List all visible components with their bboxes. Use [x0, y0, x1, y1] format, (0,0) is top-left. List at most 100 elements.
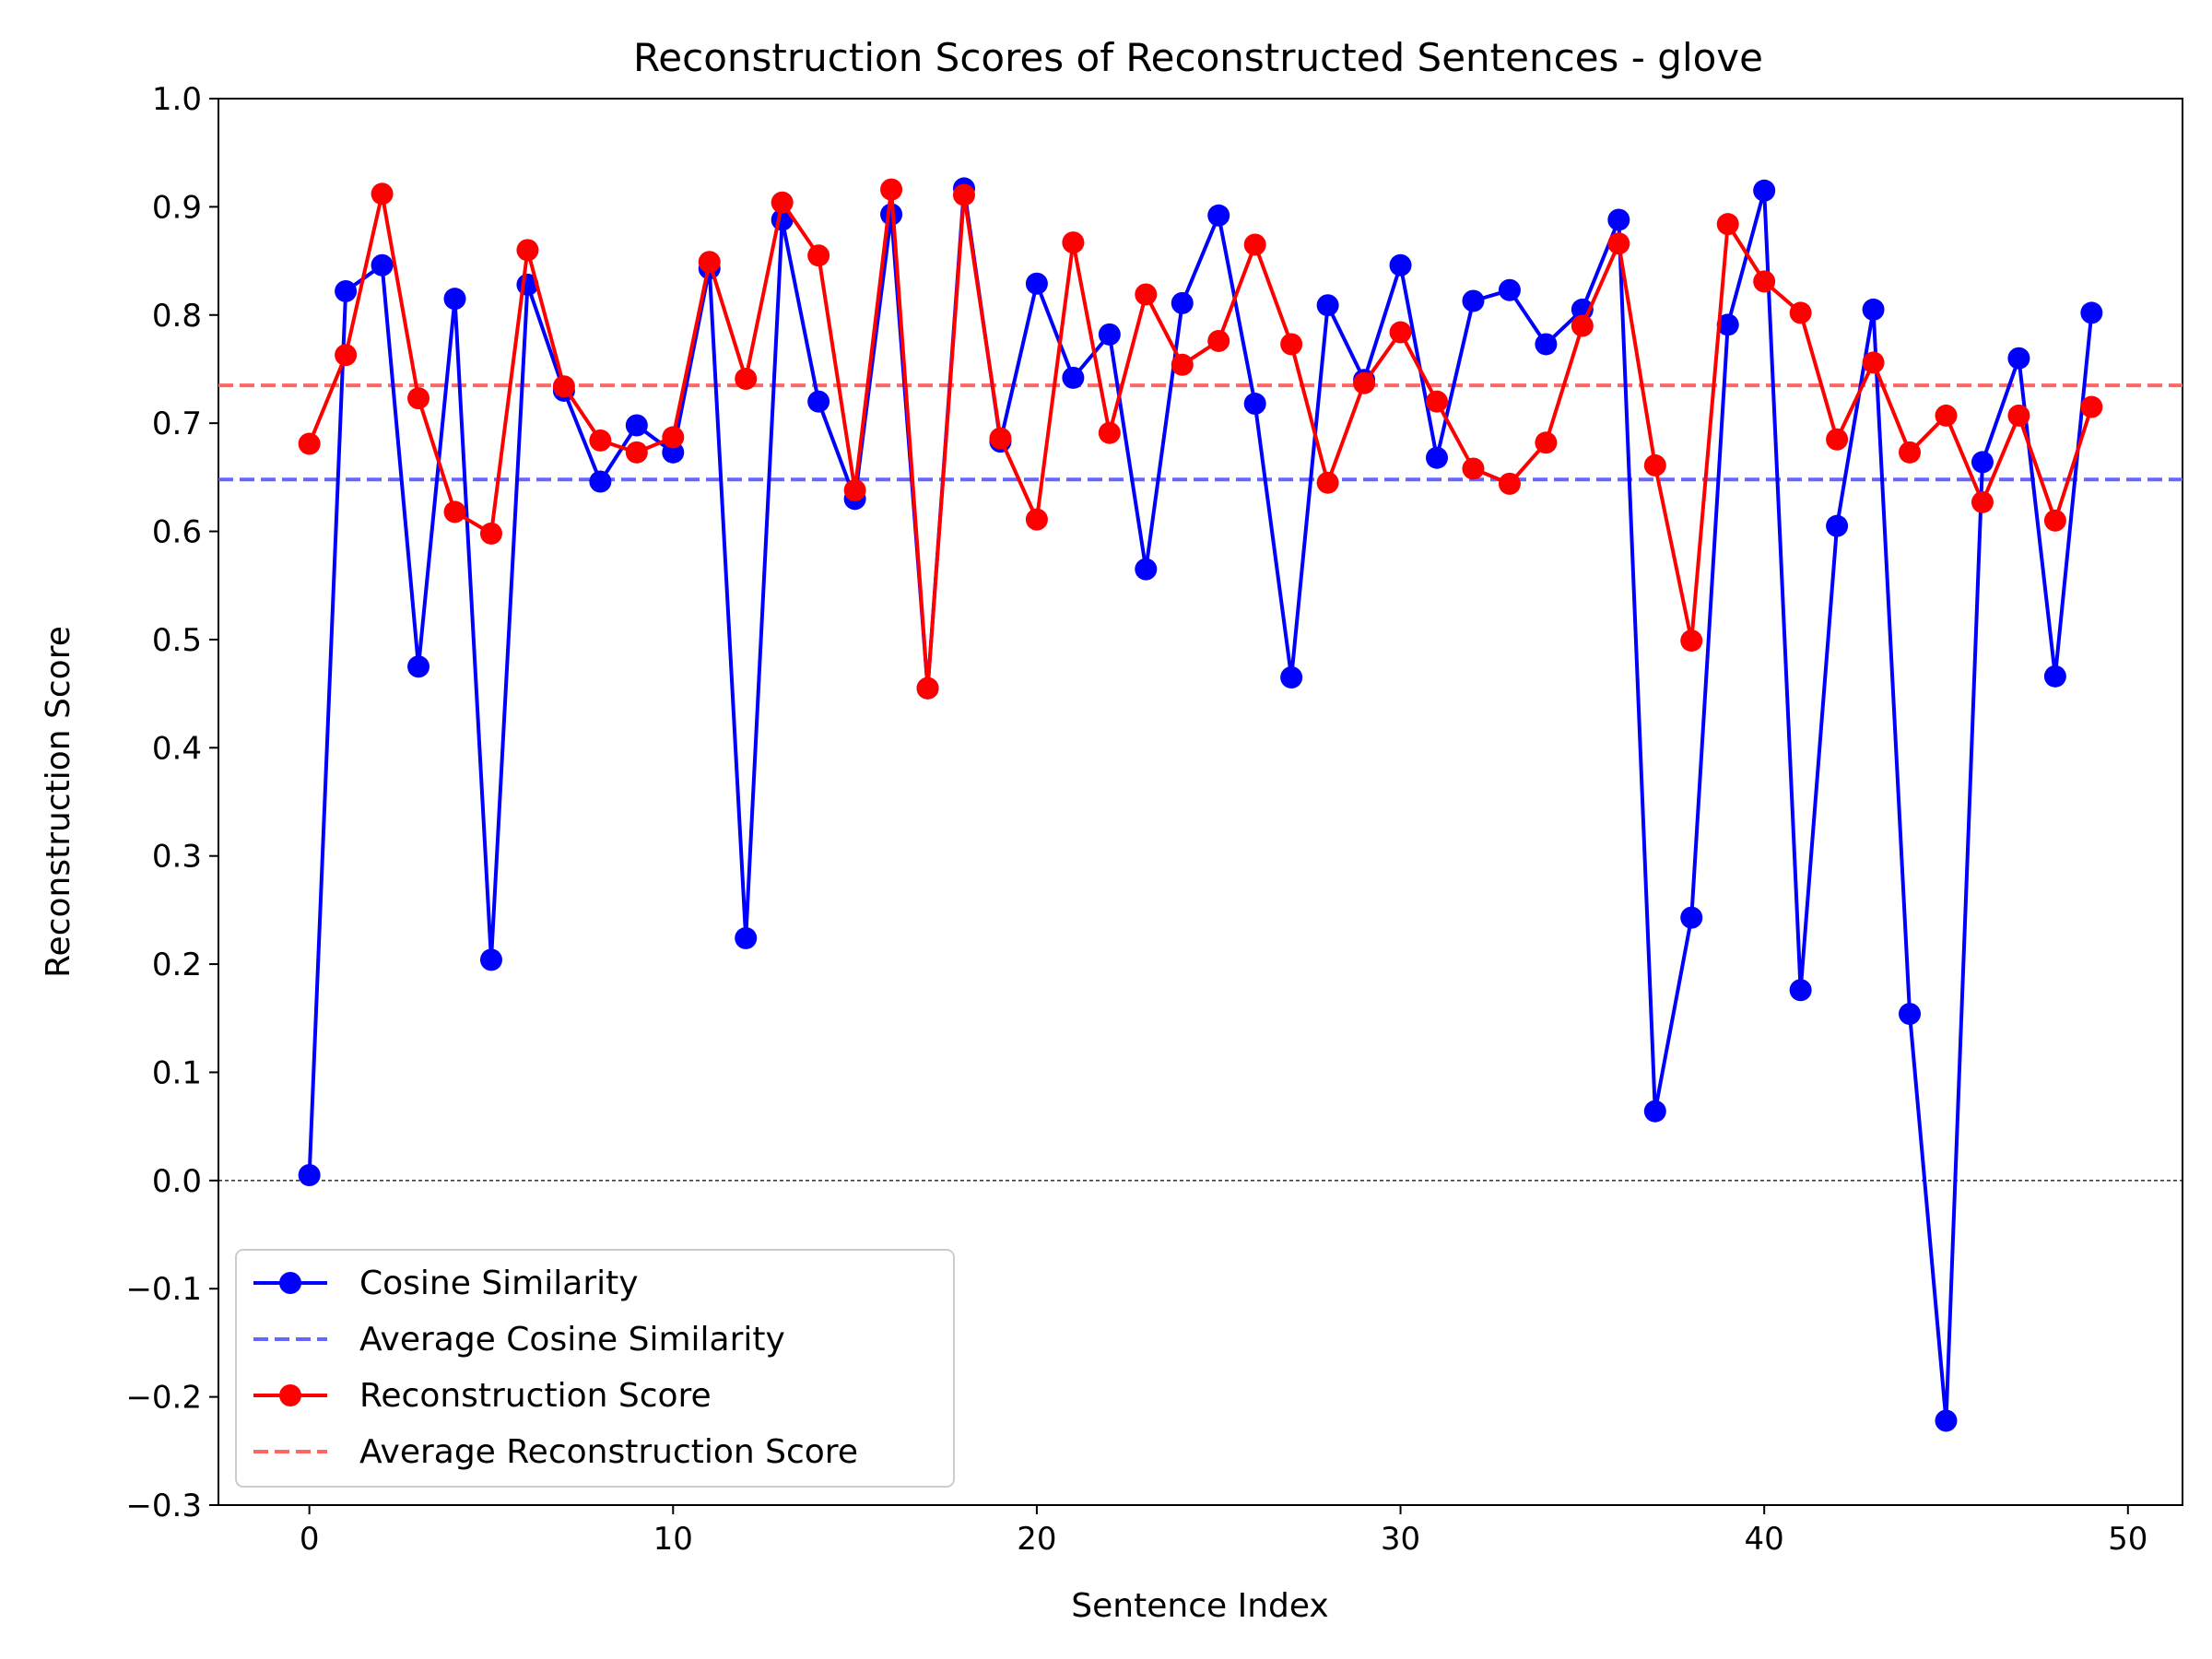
data-point	[1462, 289, 1485, 312]
data-point	[1899, 1003, 1922, 1026]
data-point	[552, 375, 575, 398]
data-point	[1607, 208, 1630, 231]
legend-entries: Cosine Similarity Average Cosine Similari…	[253, 1265, 858, 1471]
legend-swatch-marker	[279, 1384, 301, 1406]
data-point	[916, 677, 939, 700]
data-point	[371, 182, 394, 206]
data-point	[1643, 453, 1666, 477]
data-point	[1826, 514, 1849, 537]
data-point	[1716, 213, 1739, 236]
data-point	[479, 522, 502, 545]
data-point	[1243, 393, 1266, 416]
data-point	[2043, 509, 2066, 532]
data-point	[1243, 233, 1266, 256]
legend-frame	[235, 1249, 955, 1488]
data-point	[1316, 294, 1339, 317]
data-point	[1789, 301, 1812, 324]
x-tick-label: 30	[1381, 1521, 1420, 1558]
data-point	[1971, 490, 1994, 513]
legend-label: Average Cosine Similarity	[359, 1321, 785, 1359]
series-layer	[298, 177, 2103, 1432]
data-point	[479, 948, 502, 971]
data-point	[2007, 347, 2030, 370]
data-point	[625, 441, 648, 464]
data-point	[407, 387, 430, 410]
data-point	[662, 426, 685, 449]
y-tick-label: 0.2	[152, 947, 202, 983]
data-point	[771, 191, 794, 214]
series-line	[307, 186, 2094, 1423]
y-tick-label: 0.9	[152, 189, 202, 226]
y-tick-label: 1.0	[152, 81, 202, 118]
data-point	[407, 655, 430, 678]
data-point	[2080, 395, 2103, 418]
data-point	[298, 432, 321, 455]
data-point	[952, 183, 975, 206]
y-tick-label: 0.1	[152, 1054, 202, 1091]
y-tick-label: 0.7	[152, 406, 202, 442]
data-point	[1753, 270, 1776, 293]
data-point	[335, 279, 358, 302]
legend-label: Average Reconstruction Score	[359, 1433, 858, 1471]
data-point	[1280, 666, 1303, 689]
data-point	[516, 239, 539, 262]
legend-swatch-marker	[279, 1272, 301, 1294]
x-axis-label: Sentence Index	[1071, 1587, 1328, 1625]
data-point	[735, 368, 758, 391]
data-point	[1135, 283, 1158, 306]
data-point	[1498, 278, 1521, 301]
y-axis-label: Reconstruction Score	[40, 626, 77, 978]
y-tick-label: 0.3	[152, 839, 202, 876]
data-point	[1280, 333, 1303, 356]
legend-label: Cosine Similarity	[359, 1265, 639, 1302]
y-tick-label: −0.3	[125, 1488, 202, 1524]
data-point	[1389, 321, 1412, 344]
data-point	[1680, 629, 1703, 653]
data-point	[1680, 906, 1703, 929]
data-point	[1498, 472, 1521, 495]
data-point	[807, 390, 830, 413]
data-point	[2007, 404, 2030, 427]
data-point	[1716, 313, 1739, 336]
data-point	[2080, 301, 2103, 324]
data-point	[443, 288, 466, 311]
data-point	[1135, 558, 1158, 581]
data-point	[1171, 291, 1194, 314]
data-point	[1607, 232, 1630, 255]
data-point	[1098, 323, 1121, 346]
y-axis-ticks: −0.3 −0.2 −0.1 0.0 0.1 0.2 0.3 0.4 0.5 0.6 0.7 0.8 0…	[125, 81, 218, 1524]
data-point	[1062, 231, 1085, 254]
average-lines-layer	[218, 383, 2183, 482]
data-point	[1862, 298, 1885, 321]
data-point	[1098, 421, 1121, 444]
y-tick-label: −0.2	[125, 1380, 202, 1417]
data-point	[1316, 471, 1339, 494]
data-point	[1971, 451, 1994, 474]
data-point	[1171, 353, 1194, 376]
data-point	[989, 427, 1012, 450]
data-point	[1207, 329, 1230, 352]
y-tick-label: 0.0	[152, 1163, 202, 1200]
data-point	[1535, 431, 1558, 454]
data-point	[1862, 351, 1885, 374]
data-point	[807, 244, 830, 267]
data-point	[1789, 979, 1812, 1002]
data-point	[1025, 508, 1048, 531]
data-point	[1535, 333, 1558, 356]
x-tick-label: 50	[2108, 1521, 2147, 1558]
data-point	[298, 1163, 321, 1186]
data-point	[625, 414, 648, 437]
data-point	[662, 441, 685, 464]
data-point	[2043, 665, 2066, 688]
x-tick-label: 20	[1017, 1521, 1056, 1558]
data-point	[1643, 1100, 1666, 1123]
data-point	[843, 478, 866, 501]
data-point	[1062, 366, 1085, 389]
chart-title: Reconstruction Scores of Reconstructed S…	[633, 35, 1763, 80]
y-tick-label: 0.6	[152, 514, 202, 551]
data-point	[589, 429, 612, 452]
data-point	[1571, 314, 1594, 337]
data-point	[735, 926, 758, 949]
x-tick-label: 0	[300, 1521, 320, 1558]
